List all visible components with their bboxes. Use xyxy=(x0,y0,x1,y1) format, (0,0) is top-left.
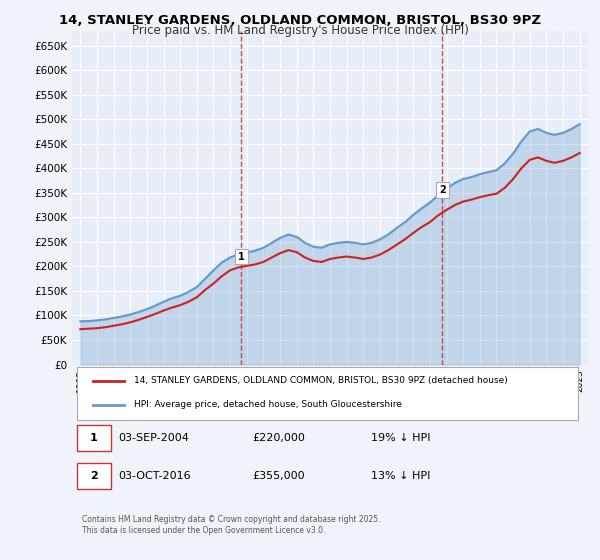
Text: 2: 2 xyxy=(439,185,446,195)
FancyBboxPatch shape xyxy=(77,424,110,451)
FancyBboxPatch shape xyxy=(77,367,578,420)
Text: Price paid vs. HM Land Registry's House Price Index (HPI): Price paid vs. HM Land Registry's House … xyxy=(131,24,469,36)
Text: 14, STANLEY GARDENS, OLDLAND COMMON, BRISTOL, BS30 9PZ (detached house): 14, STANLEY GARDENS, OLDLAND COMMON, BRI… xyxy=(134,376,508,385)
Text: 13% ↓ HPI: 13% ↓ HPI xyxy=(371,472,431,482)
Text: 1: 1 xyxy=(238,251,245,262)
Text: 19% ↓ HPI: 19% ↓ HPI xyxy=(371,432,431,442)
Text: 14, STANLEY GARDENS, OLDLAND COMMON, BRISTOL, BS30 9PZ: 14, STANLEY GARDENS, OLDLAND COMMON, BRI… xyxy=(59,14,541,27)
Text: 03-OCT-2016: 03-OCT-2016 xyxy=(118,472,191,482)
Text: 2: 2 xyxy=(90,472,98,482)
FancyBboxPatch shape xyxy=(77,464,110,489)
Text: 1: 1 xyxy=(90,432,98,442)
Text: HPI: Average price, detached house, South Gloucestershire: HPI: Average price, detached house, Sout… xyxy=(134,400,402,409)
Text: Contains HM Land Registry data © Crown copyright and database right 2025.
This d: Contains HM Land Registry data © Crown c… xyxy=(82,515,381,535)
Text: £220,000: £220,000 xyxy=(253,432,305,442)
Text: £355,000: £355,000 xyxy=(253,472,305,482)
Text: 03-SEP-2004: 03-SEP-2004 xyxy=(118,432,190,442)
